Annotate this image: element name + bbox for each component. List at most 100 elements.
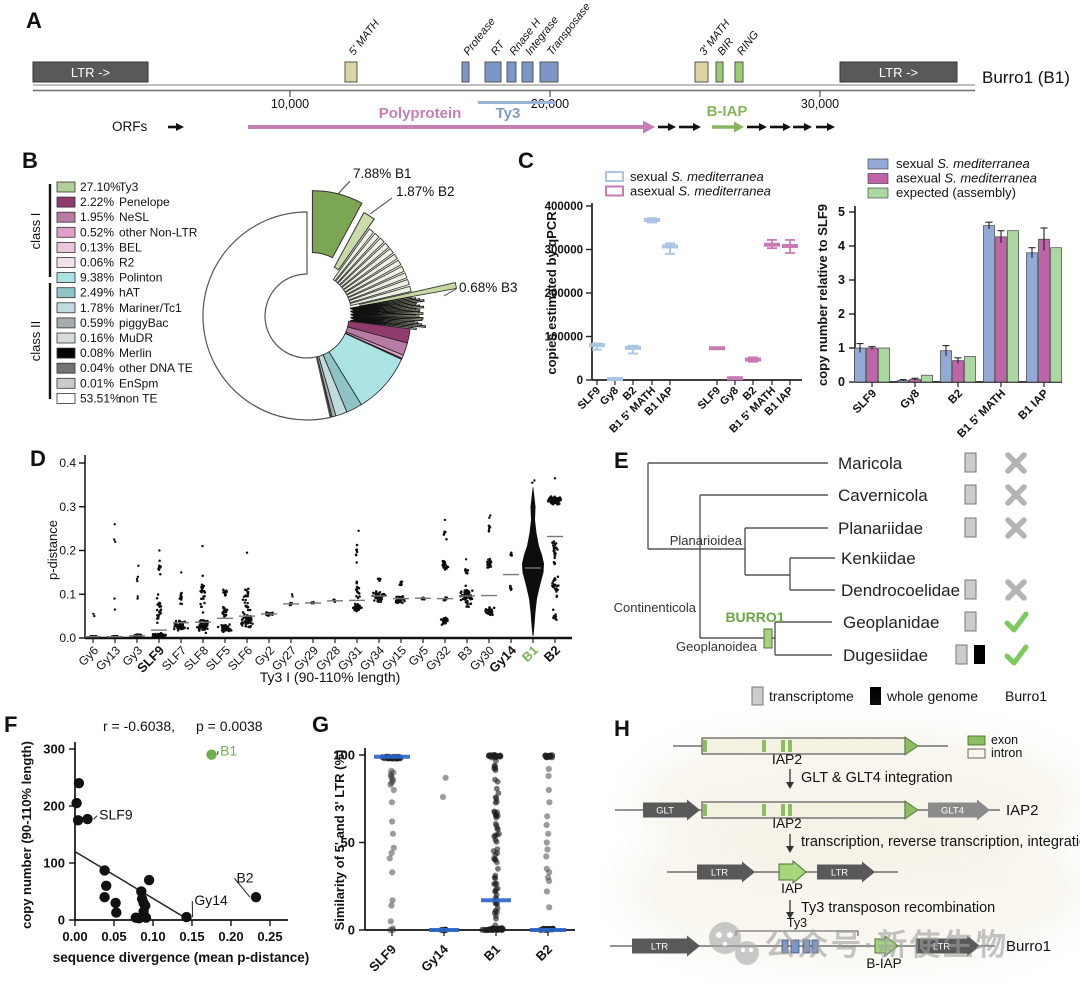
donut-segment — [349, 285, 412, 307]
iap2-gene-box — [701, 737, 906, 755]
x-tick-label: SLF5 — [203, 643, 233, 673]
exon-mark — [781, 740, 785, 752]
transcriptome-box — [964, 452, 977, 473]
stat-p: p = 0.0038 — [196, 718, 263, 734]
x-tick-label: Gy8 — [598, 385, 621, 408]
data-point — [73, 778, 85, 789]
legend-pct: 0.52% — [80, 225, 114, 239]
legend-transcriptome-label: transcriptome — [769, 688, 854, 704]
step-3-label: Ty3 transposon recombination — [801, 900, 995, 916]
ty3-label: Ty3 — [496, 105, 521, 122]
y-tick-label: 0 — [577, 375, 583, 387]
x-tick-label: 0.05 — [101, 929, 126, 944]
donut-segment — [339, 242, 390, 288]
ty3-fragment-box — [790, 939, 800, 954]
donut-segment — [332, 228, 375, 282]
phylogeny-tree: Maricola Cavernicola Planariidae Kenkiidae D… — [614, 452, 1047, 706]
p-distance-plot: 0.00.10.20.30.4Gy6Gy13Gy3SLF9SLF7SLF8SLF… — [45, 455, 572, 685]
legend-swatch — [56, 211, 76, 223]
taxon-label: Planariidae — [838, 519, 923, 538]
donut-segment — [348, 278, 410, 304]
trend-line — [74, 850, 190, 921]
exon-mark — [788, 804, 792, 816]
donut-segment — [347, 272, 408, 301]
donut-segment — [202, 211, 331, 421]
exon-arrowhead — [904, 800, 919, 820]
data-point — [111, 907, 122, 918]
legend-swatch — [867, 158, 889, 170]
stat-r: r = -0.6038, — [103, 718, 175, 734]
panel-label-d: D — [30, 446, 46, 471]
median-bar — [481, 898, 511, 903]
callout-b2: 1.87% B2 — [396, 184, 455, 199]
ltr-box — [839, 61, 958, 83]
block-arrow — [916, 935, 980, 957]
protein-domain-box — [694, 61, 709, 83]
y-tick-label: 50 — [341, 835, 355, 850]
protein-domain-box — [506, 61, 517, 83]
donut-segment — [346, 265, 405, 298]
y-tick-label: 300000 — [545, 245, 583, 257]
block-arrow-label: LTR — [711, 868, 728, 879]
y-tick-label: 0.0 — [59, 631, 76, 645]
x-tick-label: SLF7 — [159, 643, 189, 673]
legend-name: other Non-LTR — [119, 225, 198, 239]
legend-pct: 0.13% — [80, 240, 114, 254]
protein-domain-box — [734, 61, 744, 83]
taxon-label: Cavernicola — [838, 486, 928, 505]
legend-pct: 53.51% — [80, 391, 121, 405]
bar — [995, 236, 1007, 383]
x-tick-label: 0.15 — [179, 929, 204, 944]
block-arrow — [632, 935, 700, 957]
data-point — [143, 874, 155, 886]
donut-segment — [344, 259, 402, 296]
legend-pct: 1.95% — [80, 210, 114, 224]
legend-label: sexual S. mediterranea — [896, 156, 1030, 171]
panel-label-g: G — [312, 712, 330, 737]
y-tick-label: 400000 — [545, 201, 583, 213]
burro1-absent-icon — [1005, 484, 1027, 506]
y-tick-label: 0 — [838, 375, 845, 389]
y-tick-label: 200 — [43, 799, 65, 814]
mean-marker — [782, 244, 798, 249]
block-arrow — [817, 861, 875, 883]
legend-name: NeSL — [119, 210, 149, 224]
y-axis-title: copy number (90-110% length) — [19, 741, 34, 929]
point-label: B1 — [220, 742, 237, 758]
x-tick-label: SLF9 — [366, 942, 399, 975]
clade-label-planarioidea: Planarioidea — [670, 533, 743, 548]
class-ii-label: class II — [28, 321, 43, 361]
ltr-box — [32, 61, 149, 83]
protein-domain-box — [461, 61, 470, 83]
bar — [964, 356, 976, 383]
donut-segment — [335, 232, 380, 284]
exon-mark — [703, 740, 707, 752]
bar — [952, 360, 964, 383]
legend-name: hAT — [119, 286, 141, 300]
donut-segment — [337, 237, 385, 286]
legend-label: asexual S. mediterranea — [896, 171, 1037, 186]
transcriptome-box — [964, 517, 977, 538]
donut-segment — [311, 190, 363, 259]
bar — [983, 225, 995, 383]
block-arrow-label: GLT — [656, 806, 674, 817]
median-bar — [530, 928, 566, 932]
legend-name: non TE — [119, 391, 157, 405]
step-2-label: transcription, reverse transcription, in… — [801, 834, 1080, 850]
violin — [522, 487, 544, 636]
legend-swatch — [56, 347, 76, 359]
y-tick-label: 0.2 — [59, 544, 76, 558]
legend-swatch — [56, 332, 76, 344]
iap2-right-label: IAP2 — [1006, 802, 1039, 819]
b-iap-label: B-IAP — [866, 956, 901, 971]
y-tick-label: 0.3 — [59, 500, 76, 514]
polyprotein-label: Polyprotein — [379, 105, 462, 122]
ty3-fragment-box — [811, 939, 819, 954]
donut-segment — [341, 247, 394, 290]
protein-domain-box — [521, 61, 534, 83]
legend-swatch — [605, 171, 624, 182]
protein-domain-label: RT — [489, 38, 508, 58]
legend-pct: 0.06% — [80, 256, 114, 270]
